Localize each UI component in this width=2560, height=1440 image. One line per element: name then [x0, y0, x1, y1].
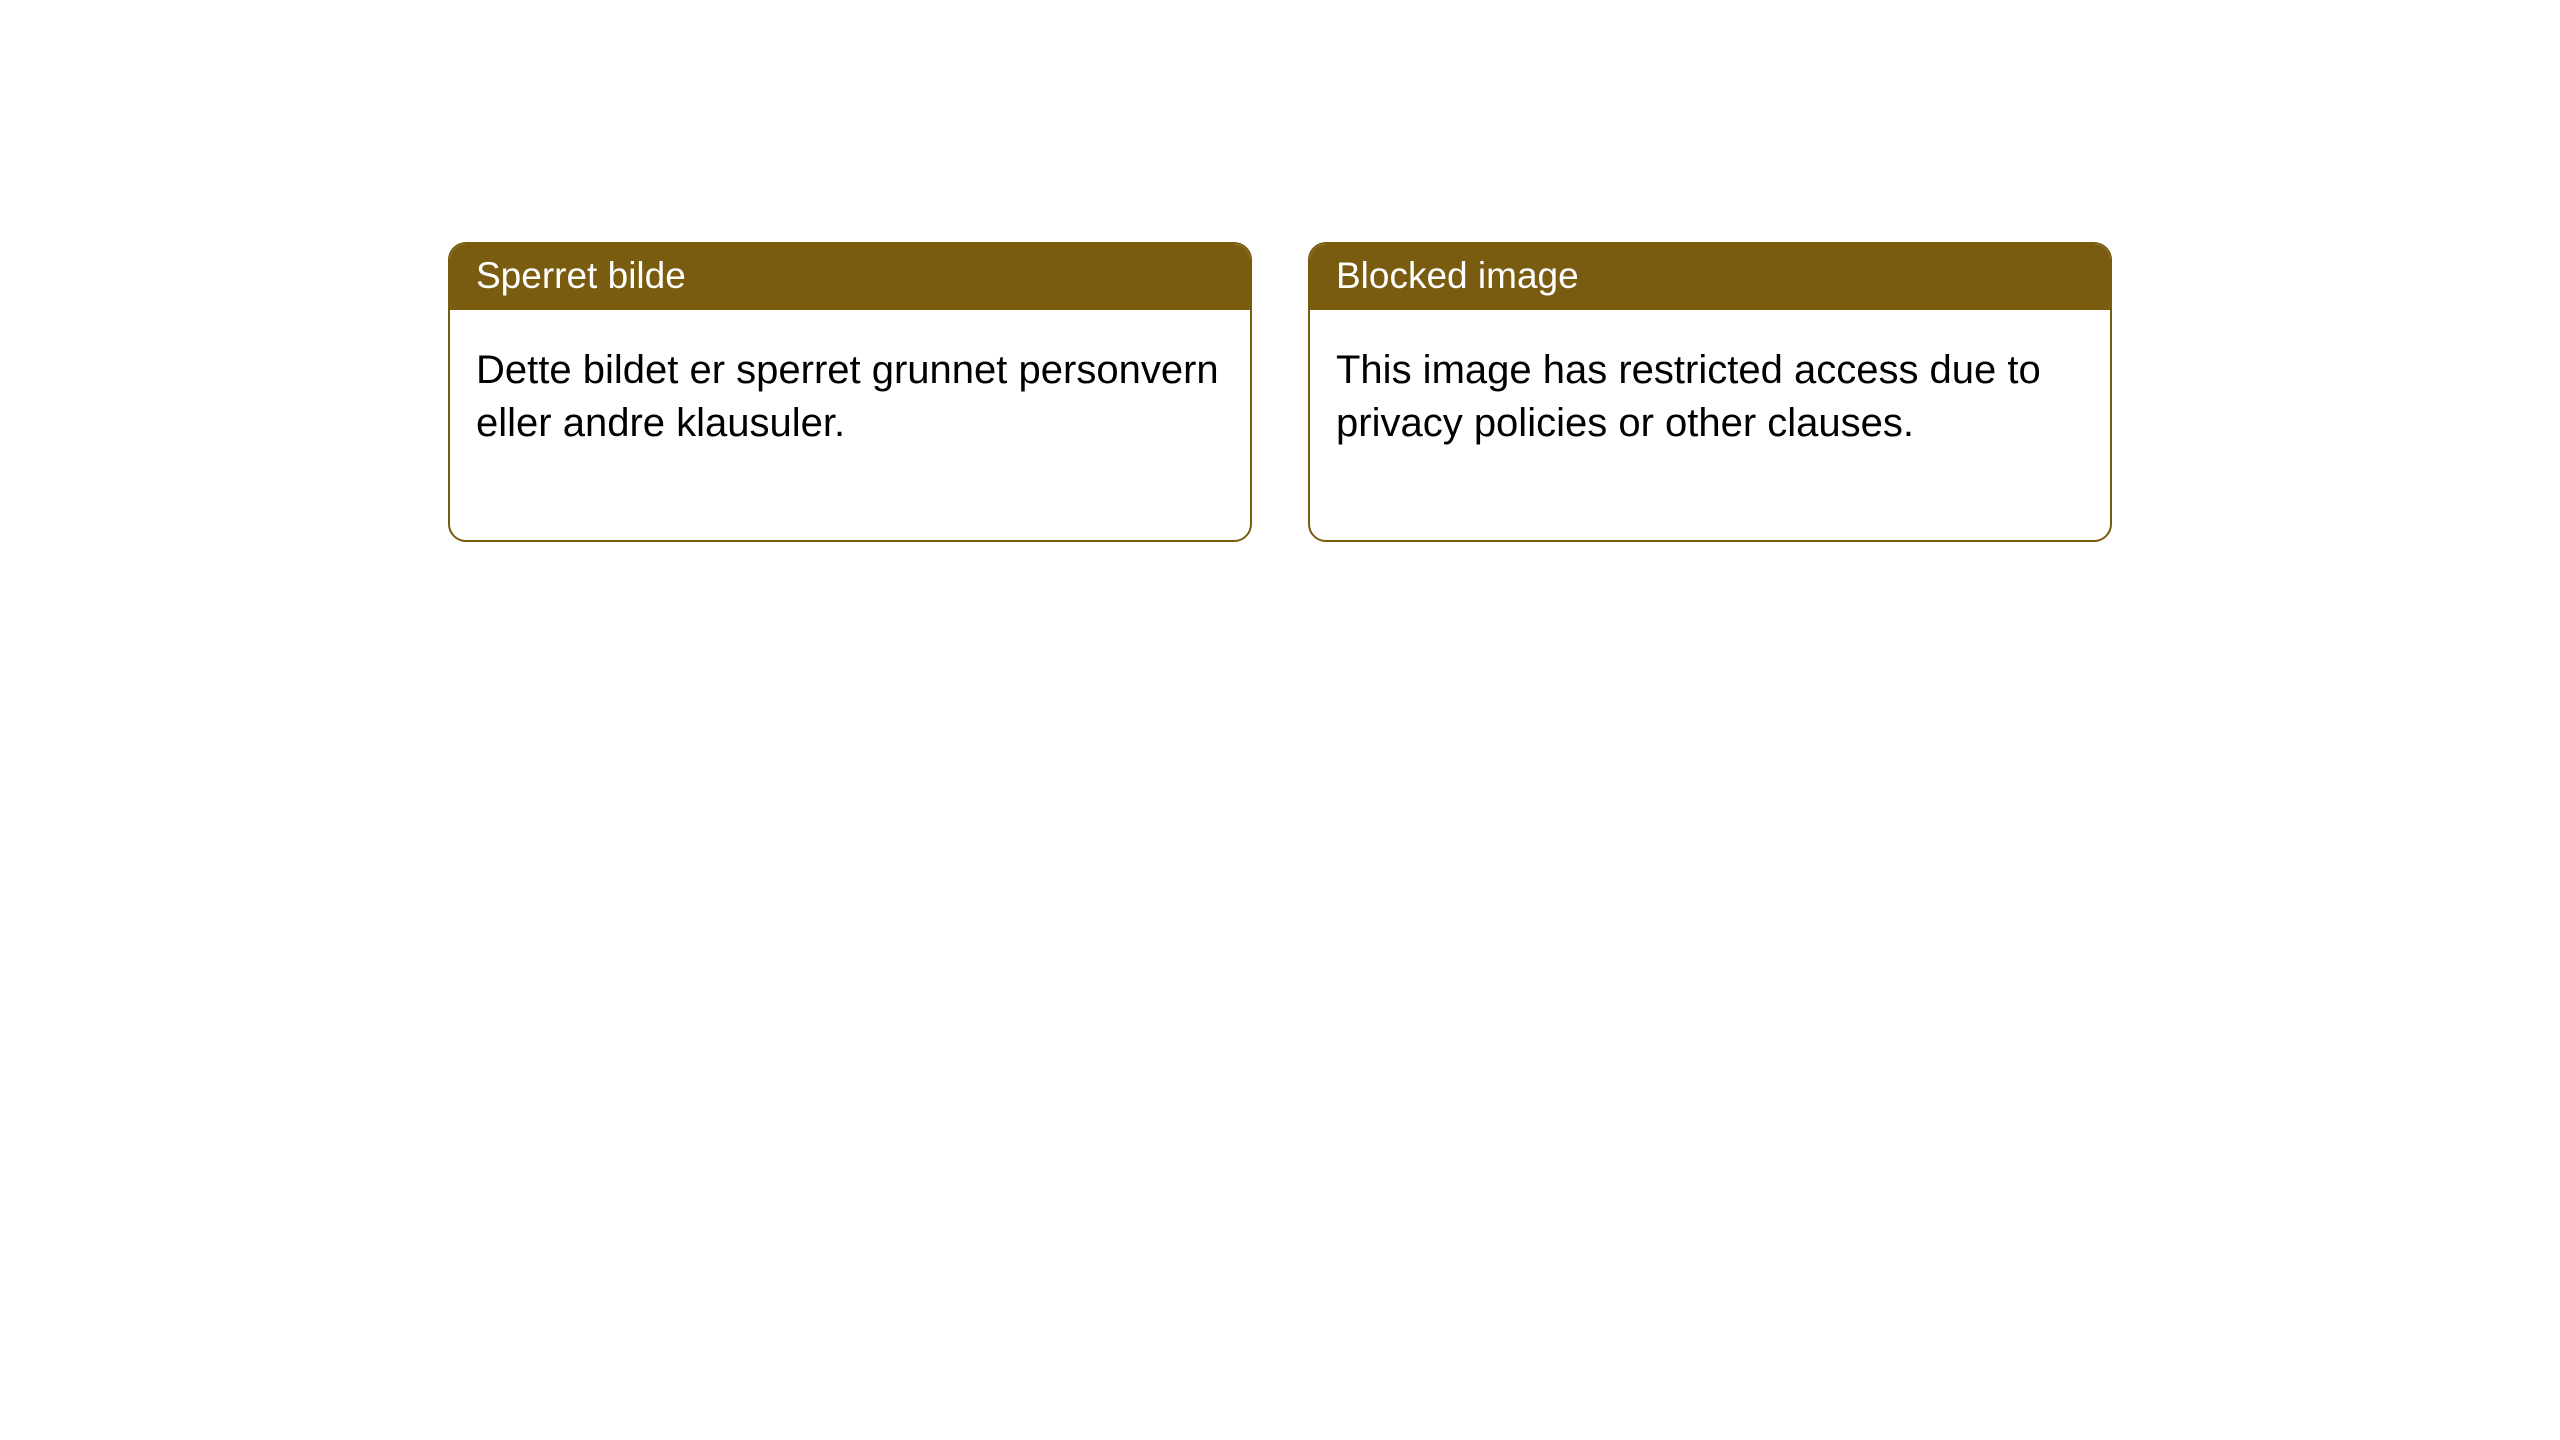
notice-container: Sperret bilde Dette bildet er sperret gr…	[0, 0, 2560, 542]
card-body-english: This image has restricted access due to …	[1310, 310, 2110, 540]
blocked-image-card-norwegian: Sperret bilde Dette bildet er sperret gr…	[448, 242, 1252, 542]
card-body-norwegian: Dette bildet er sperret grunnet personve…	[450, 310, 1250, 540]
card-header-english: Blocked image	[1310, 244, 2110, 310]
blocked-image-card-english: Blocked image This image has restricted …	[1308, 242, 2112, 542]
card-header-norwegian: Sperret bilde	[450, 244, 1250, 310]
